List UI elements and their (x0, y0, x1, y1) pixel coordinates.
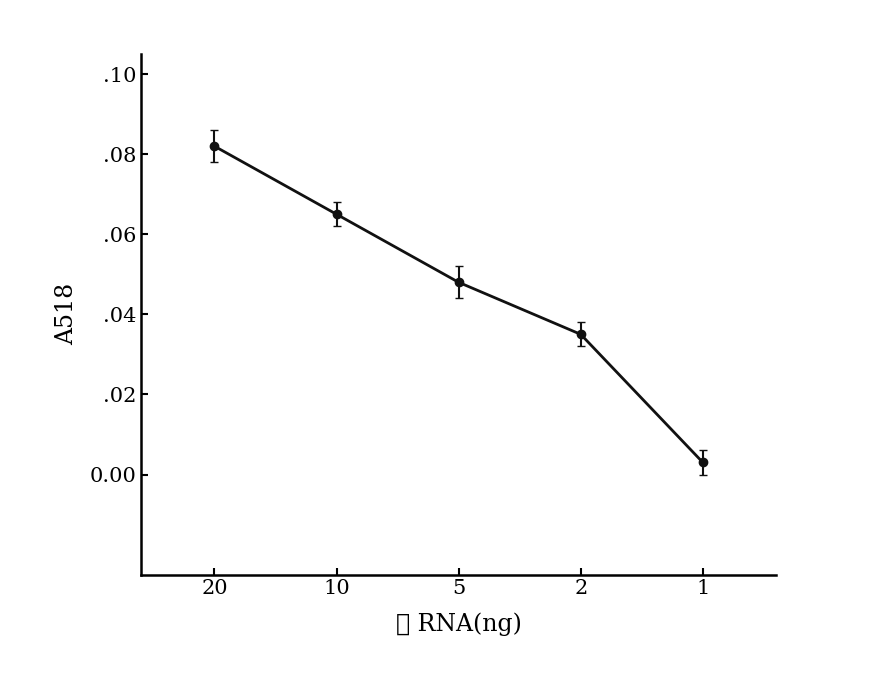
X-axis label: 山 RNA(ng): 山 RNA(ng) (396, 612, 521, 636)
Y-axis label: A518: A518 (56, 283, 78, 345)
